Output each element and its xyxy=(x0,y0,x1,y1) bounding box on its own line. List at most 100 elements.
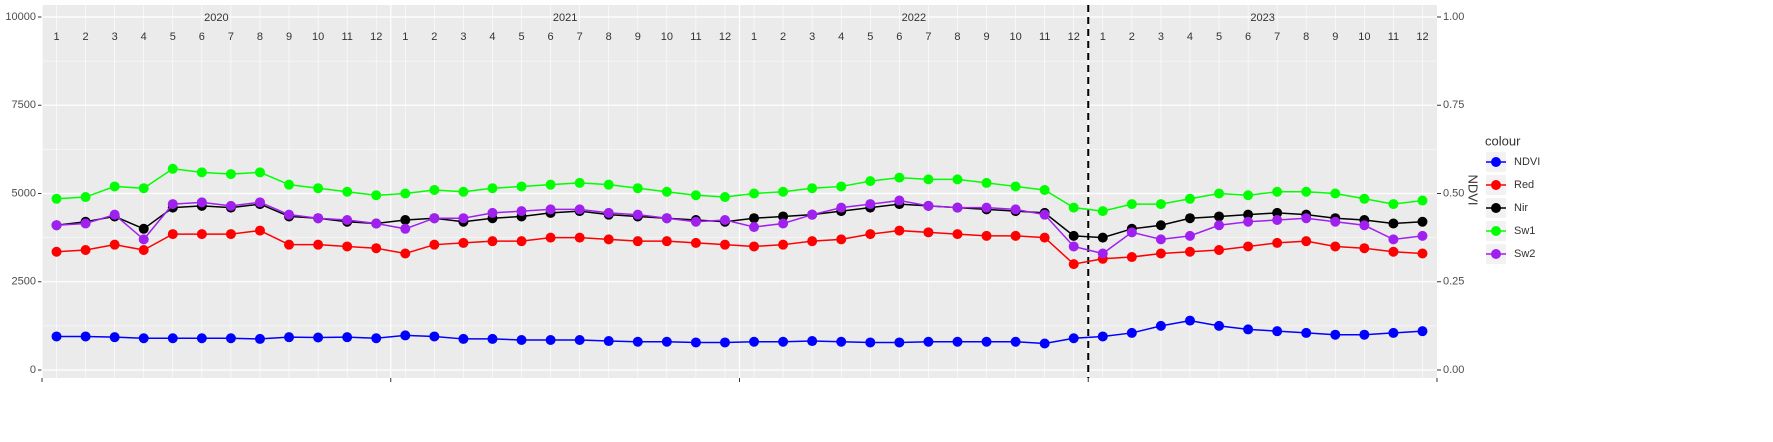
month-label: 5 xyxy=(518,31,524,43)
point xyxy=(836,181,847,192)
month-label: 7 xyxy=(228,31,234,43)
point xyxy=(952,202,963,213)
point xyxy=(603,207,614,218)
point xyxy=(749,336,760,347)
legend-label: Sw1 xyxy=(1514,225,1535,237)
point xyxy=(1068,241,1079,252)
month-label: 2 xyxy=(780,31,786,43)
point xyxy=(1039,184,1050,195)
point xyxy=(981,202,992,213)
point xyxy=(545,232,556,243)
point xyxy=(313,239,324,250)
y-tick-label: 0 xyxy=(30,364,36,376)
month-label: 6 xyxy=(199,31,205,43)
point xyxy=(138,244,149,255)
point xyxy=(1126,199,1137,210)
point xyxy=(487,183,498,194)
point xyxy=(458,213,469,224)
legend-point xyxy=(1491,157,1501,167)
series-line xyxy=(56,199,1423,255)
legend-point xyxy=(1491,203,1501,213)
point xyxy=(1330,329,1341,340)
point xyxy=(1126,327,1137,338)
point xyxy=(1184,213,1195,224)
month-label: 12 xyxy=(1416,31,1428,43)
point xyxy=(196,197,207,208)
month-label: 9 xyxy=(635,31,641,43)
point xyxy=(138,333,149,344)
month-label: 7 xyxy=(1274,31,1280,43)
legend-point xyxy=(1491,226,1501,236)
point xyxy=(313,183,324,194)
point xyxy=(51,331,62,342)
point xyxy=(1126,252,1137,263)
point xyxy=(516,181,527,192)
point xyxy=(400,248,411,259)
point xyxy=(138,223,149,234)
point xyxy=(1388,234,1399,245)
point xyxy=(952,336,963,347)
point xyxy=(51,220,62,231)
point xyxy=(690,237,701,248)
point xyxy=(1301,327,1312,338)
point xyxy=(632,209,643,220)
month-label: 4 xyxy=(838,31,844,43)
point xyxy=(749,241,760,252)
point xyxy=(167,229,178,240)
month-label: 5 xyxy=(170,31,176,43)
point xyxy=(1243,209,1254,220)
point xyxy=(109,332,120,343)
point xyxy=(1301,236,1312,247)
legend-label: Sw2 xyxy=(1514,248,1535,260)
y2-tick-label: 0.50 xyxy=(1443,187,1464,199)
point xyxy=(284,179,295,190)
point xyxy=(254,167,265,178)
point xyxy=(1068,230,1079,241)
month-label: 6 xyxy=(548,31,554,43)
year-label: 2023 xyxy=(1250,12,1274,24)
point xyxy=(342,241,353,252)
month-label: 3 xyxy=(809,31,815,43)
month-label: 7 xyxy=(925,31,931,43)
point xyxy=(632,236,643,247)
point xyxy=(894,337,905,348)
point xyxy=(1039,232,1050,243)
point xyxy=(923,200,934,211)
month-label: 7 xyxy=(577,31,583,43)
point xyxy=(981,336,992,347)
point xyxy=(1010,181,1021,192)
point xyxy=(80,244,91,255)
point xyxy=(1214,220,1225,231)
point xyxy=(1214,244,1225,255)
year-label: 2020 xyxy=(204,12,228,24)
point xyxy=(952,229,963,240)
point xyxy=(167,163,178,174)
point xyxy=(1330,188,1341,199)
point xyxy=(865,337,876,348)
month-label: 10 xyxy=(1009,31,1021,43)
point xyxy=(458,237,469,248)
point xyxy=(603,234,614,245)
point xyxy=(545,334,556,345)
month-label: 5 xyxy=(867,31,873,43)
point xyxy=(138,234,149,245)
month-label: 12 xyxy=(719,31,731,43)
point xyxy=(487,207,498,218)
y2-axis-title: NDVI xyxy=(1466,174,1481,205)
point xyxy=(1010,204,1021,215)
point xyxy=(516,206,527,217)
month-label: 11 xyxy=(690,31,701,43)
point xyxy=(1330,216,1341,227)
point xyxy=(1359,193,1370,204)
point xyxy=(807,209,818,220)
point xyxy=(1068,202,1079,213)
point xyxy=(1126,227,1137,238)
point xyxy=(1417,195,1428,206)
point xyxy=(400,214,411,225)
point xyxy=(196,167,207,178)
point xyxy=(1039,338,1050,349)
point xyxy=(1010,230,1021,241)
point xyxy=(632,336,643,347)
year-label: 2021 xyxy=(553,12,577,24)
